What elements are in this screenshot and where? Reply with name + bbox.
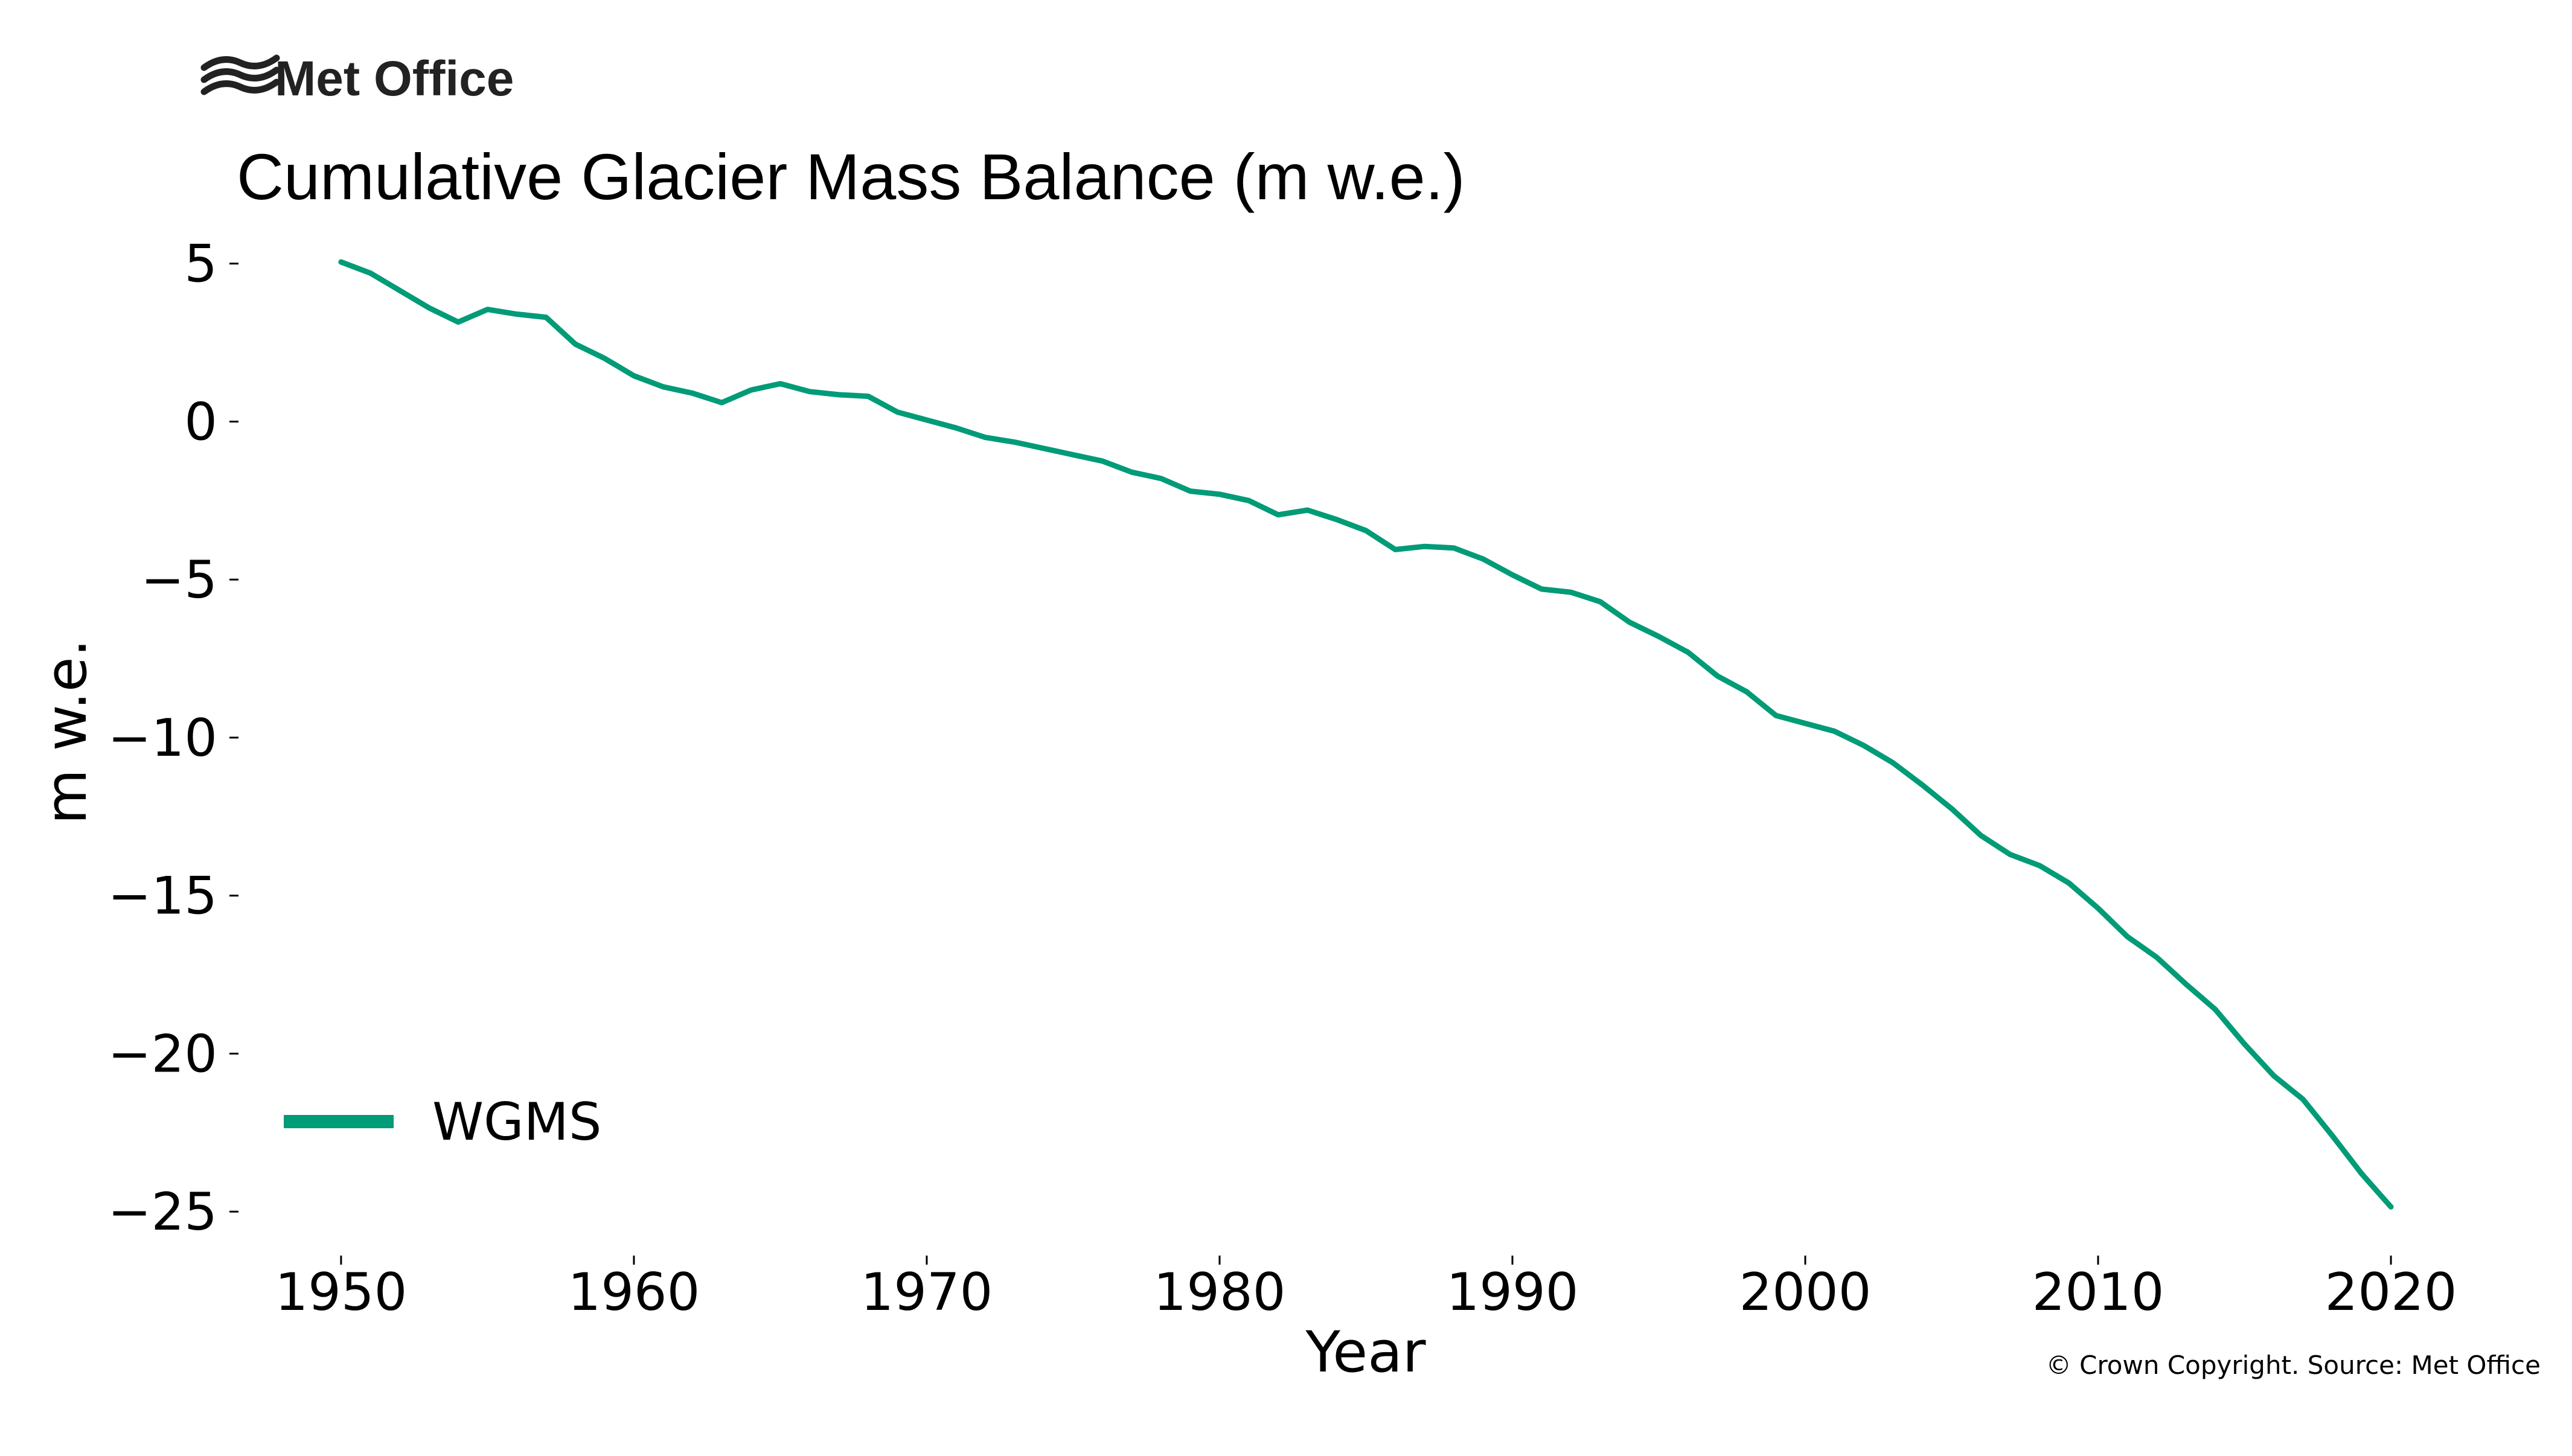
logo-text: Met Office <box>275 51 514 106</box>
x-tick-label: 2010 <box>2032 1262 2164 1323</box>
x-tick-label: 1990 <box>1447 1262 1579 1323</box>
y-axis: 5 0 −5 −10 −15 −20 −25 <box>108 234 238 1242</box>
x-axis: 1950 1960 1970 1980 1990 2000 2010 2020 <box>275 1256 2457 1323</box>
x-tick-label: 1950 <box>275 1262 407 1323</box>
series-group <box>338 259 2394 1210</box>
legend-label-wgms: WGMS <box>432 1092 601 1152</box>
y-tick-label: 0 <box>184 392 217 452</box>
x-tick-label: 1960 <box>568 1262 700 1323</box>
x-axis-title: Year <box>1305 1320 1425 1385</box>
y-tick-label: 5 <box>184 234 217 295</box>
legend: WGMS <box>284 1092 601 1152</box>
x-tick-label: 1980 <box>1154 1262 1286 1323</box>
met-office-logo: Met Office <box>200 51 514 106</box>
copyright-credit: © Crown Copyright. Source: Met Office <box>2046 1350 2541 1380</box>
x-tick-label: 2000 <box>1739 1262 1872 1323</box>
y-tick-label: −20 <box>108 1024 218 1084</box>
y-tick-label: −5 <box>141 550 217 610</box>
y-tick-label: −25 <box>108 1182 218 1242</box>
met-office-waves-icon <box>200 54 280 95</box>
chart-title: Cumulative Glacier Mass Balance (m w.e.) <box>237 140 1465 213</box>
x-tick-label: 2020 <box>2325 1262 2457 1323</box>
series-line-wgms <box>338 259 2394 1210</box>
y-axis-title: m w.e. <box>34 639 100 824</box>
x-tick-label: 1970 <box>861 1262 993 1323</box>
y-tick-label: −15 <box>108 866 218 927</box>
y-tick-label: −10 <box>108 708 218 768</box>
